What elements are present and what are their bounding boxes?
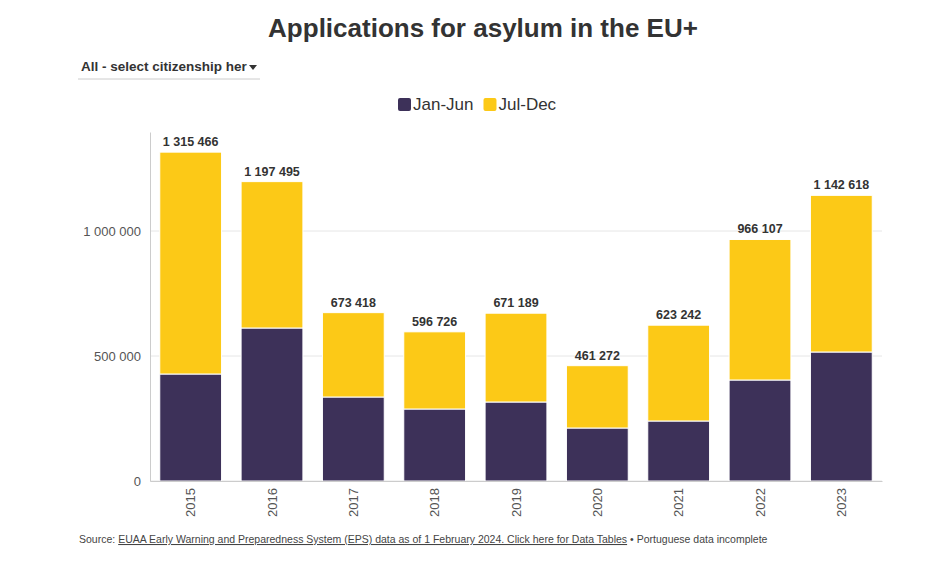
x-tick: 2016 xyxy=(265,481,280,517)
y-tick: 0 xyxy=(134,474,150,489)
source: Source:EUAA Early Warning and Preparedne… xyxy=(79,533,768,545)
x-tick-label: 2016 xyxy=(265,488,280,517)
chart: Applications for asylum in the EU+ All - … xyxy=(0,0,930,583)
x-tick-label: 2021 xyxy=(671,488,686,517)
bar[interactable] xyxy=(404,332,466,409)
bar[interactable] xyxy=(160,374,222,481)
bar[interactable] xyxy=(404,409,466,481)
bar[interactable] xyxy=(729,380,791,481)
bar[interactable] xyxy=(241,328,303,481)
x-tick: 2018 xyxy=(427,481,442,517)
total-label: 623 242 xyxy=(656,308,701,322)
dropdown-label[interactable]: All - select citizenship her xyxy=(81,59,248,74)
source-note: • Portuguese data incomplete xyxy=(630,533,768,545)
x-tick: 2020 xyxy=(590,481,605,517)
x-tick: 2022 xyxy=(753,481,768,517)
total-label: 1 197 495 xyxy=(244,165,300,179)
y-tick: 500 000 xyxy=(94,349,150,364)
legend-swatch[interactable] xyxy=(398,98,411,111)
x-axis-line xyxy=(151,481,883,482)
dropdown-underline xyxy=(78,79,260,80)
legend-swatch[interactable] xyxy=(483,98,496,111)
total-label: 673 418 xyxy=(331,296,376,310)
dropdown[interactable]: All - select citizenship her xyxy=(78,59,260,79)
source-prefix: Source: xyxy=(79,533,115,545)
total-label: 596 726 xyxy=(412,315,457,329)
bar[interactable] xyxy=(810,352,872,481)
legend-label[interactable]: Jan-Jun xyxy=(413,95,473,114)
x-tick: 2015 xyxy=(183,481,198,517)
total-label: 1 315 466 xyxy=(163,135,219,149)
legend: Jan-Jun Jul-Dec xyxy=(398,95,557,114)
bar[interactable] xyxy=(322,313,384,397)
bar[interactable] xyxy=(566,366,628,428)
x-tick-label: 2020 xyxy=(590,488,605,517)
total-label: 671 189 xyxy=(493,296,538,310)
legend-label[interactable]: Jul-Dec xyxy=(498,95,556,114)
y-tick-label: 1 000 000 xyxy=(83,224,141,239)
bar[interactable] xyxy=(648,421,710,481)
bars xyxy=(160,152,872,481)
total-label: 966 107 xyxy=(737,222,782,236)
series xyxy=(160,152,872,428)
bar[interactable] xyxy=(322,397,384,481)
bar[interactable] xyxy=(485,313,547,402)
x-tick: 2021 xyxy=(671,481,686,517)
bar[interactable] xyxy=(160,152,222,374)
legend-item[interactable]: Jul-Dec xyxy=(483,95,556,114)
total-label: 1 142 618 xyxy=(814,178,870,192)
bar[interactable] xyxy=(648,325,710,421)
x-tick-label: 2015 xyxy=(183,488,198,517)
y-tick-label: 0 xyxy=(134,474,141,489)
source-link[interactable]: EUAA Early Warning and Preparedness Syst… xyxy=(118,533,627,545)
x-axis: 2015 2016 2017 2018 2019 2020 2021 2022 2023 xyxy=(151,481,883,517)
total-labels: 1 315 466 1 197 495 673 418 596 726 671 189 4… xyxy=(163,135,869,363)
total-label: 461 272 xyxy=(575,349,620,363)
x-tick-label: 2018 xyxy=(427,488,442,517)
y-tick: 1 000 000 xyxy=(83,224,150,239)
x-tick-label: 2017 xyxy=(346,488,361,517)
x-tick: 2017 xyxy=(346,481,361,517)
y-axis-line xyxy=(150,133,151,482)
x-tick-label: 2022 xyxy=(753,488,768,517)
bar[interactable] xyxy=(729,239,791,380)
x-tick-label: 2023 xyxy=(834,488,849,517)
x-tick: 2019 xyxy=(509,481,524,517)
legend-item[interactable]: Jan-Jun xyxy=(398,95,473,114)
x-tick: 2023 xyxy=(834,481,849,517)
y-tick-label: 500 000 xyxy=(94,349,141,364)
bar[interactable] xyxy=(810,195,872,352)
x-tick-label: 2019 xyxy=(509,488,524,517)
dropdown-arrow[interactable] xyxy=(249,65,257,70)
title: Applications for asylum in the EU+ xyxy=(268,13,698,43)
y-axis: 0 500 000 1 000 000 xyxy=(83,133,150,489)
bar[interactable] xyxy=(241,182,303,328)
bar[interactable] xyxy=(566,428,628,481)
bar[interactable] xyxy=(485,402,547,481)
